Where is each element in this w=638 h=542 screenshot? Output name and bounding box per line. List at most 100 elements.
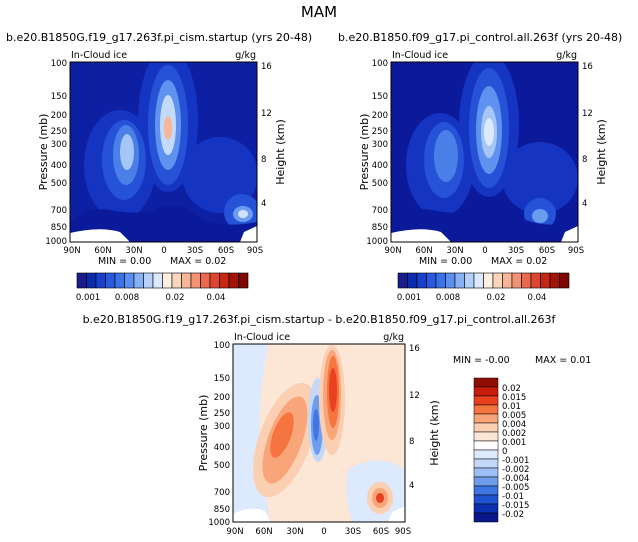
y-tick: 100 <box>214 341 230 351</box>
panel-left-min: MIN = 0.00 <box>98 256 151 267</box>
y-tick: 400 <box>51 161 67 171</box>
y-tick: 500 <box>214 461 230 471</box>
panel-left-field <box>70 62 257 242</box>
colorbar-swatch <box>190 272 201 289</box>
panel-left-variable: In-Cloud ice <box>71 50 127 61</box>
y-tick: 500 <box>372 179 388 189</box>
panel-right-field <box>391 62 578 242</box>
y-tick: 700 <box>214 488 230 498</box>
colorbar-label: -0.002 <box>502 465 529 475</box>
x-tick: 30S <box>345 527 361 537</box>
panel-right-min: MIN = 0.00 <box>419 256 472 267</box>
y-tick: 1000 <box>208 518 230 528</box>
panel-left-colorbar <box>76 272 249 289</box>
height-tick: 16 <box>582 62 593 72</box>
colorbar-swatch <box>473 485 499 496</box>
panel-right: b.e20.B1850.f09_g17.pi_control.all.263f … <box>338 31 622 303</box>
panel-right-colorbar <box>397 272 570 289</box>
colorbar-label: 0.02 <box>487 293 506 303</box>
panel-diff-min: MIN = -0.00 <box>453 355 510 366</box>
height-tick: 16 <box>409 344 420 354</box>
colorbar-swatch <box>95 272 106 289</box>
colorbar-label: -0.005 <box>502 483 529 493</box>
panel-right-frame <box>390 61 579 243</box>
y-tick: 200 <box>51 111 67 121</box>
y-tick: 300 <box>372 140 388 150</box>
colorbar-swatch <box>473 512 499 523</box>
height-tick: 8 <box>261 155 266 165</box>
height-tick: 16 <box>261 62 272 72</box>
x-tick: 90S <box>247 246 263 256</box>
panel-right-height-ticks: 16 12 8 4 <box>582 62 593 209</box>
x-tick: 30S <box>508 246 524 256</box>
x-tick: 90N <box>63 246 80 256</box>
colorbar-swatch <box>473 386 499 397</box>
x-tick: 30N <box>286 527 303 537</box>
panel-right-x-ticks: 90N 60N 30N 0 30S 60S 90S <box>384 246 584 256</box>
x-tick: 0 <box>161 246 166 256</box>
colorbar-swatch <box>559 272 570 289</box>
colorbar-label: 0.004 <box>502 420 526 430</box>
colorbar-swatch <box>473 494 499 505</box>
colorbar-label: 0.015 <box>502 393 526 403</box>
x-tick: 30N <box>125 246 142 256</box>
panel-left-title: b.e20.B1850G.f19_g17.263f.pi_cism.startu… <box>6 31 312 44</box>
colorbar-swatch <box>86 272 97 289</box>
y-tick: 1000 <box>45 237 67 247</box>
panel-diff-frame <box>232 343 406 523</box>
colorbar-label: 0.001 <box>397 293 421 303</box>
colorbar-swatch <box>238 272 249 289</box>
colorbar-swatch <box>219 272 230 289</box>
panel-left-height-ticks: 16 12 8 4 <box>261 62 272 209</box>
colorbar-swatch <box>502 272 513 289</box>
panel-diff-max: MAX = 0.01 <box>535 355 591 366</box>
y-tick: 150 <box>214 374 230 384</box>
panel-right-max: MAX = 0.02 <box>491 256 547 267</box>
colorbar-swatch <box>105 272 116 289</box>
colorbar-swatch <box>473 449 499 460</box>
y-tick: 100 <box>51 59 67 69</box>
y-tick: 300 <box>214 422 230 432</box>
y-tick: 700 <box>51 206 67 216</box>
colorbar-swatch <box>492 272 503 289</box>
colorbar-label: 0.005 <box>502 411 526 421</box>
height-tick: 4 <box>582 199 587 209</box>
y-tick: 250 <box>51 127 67 137</box>
y-tick: 200 <box>372 111 388 121</box>
height-tick: 12 <box>409 391 420 401</box>
colorbar-swatch <box>209 272 220 289</box>
x-tick: 0 <box>321 527 326 537</box>
colorbar-swatch <box>407 272 418 289</box>
y-tick: 100 <box>372 59 388 69</box>
x-tick: 90S <box>568 246 584 256</box>
colorbar-swatch <box>143 272 154 289</box>
colorbar-swatch <box>473 503 499 514</box>
colorbar-label: 0.001 <box>502 438 526 448</box>
x-tick: 60S <box>539 246 555 256</box>
panel-diff-units: g/kg <box>383 332 404 343</box>
y-tick: 850 <box>51 223 67 233</box>
figure-title: MAM <box>301 3 337 21</box>
colorbar-label: -0.015 <box>502 501 529 511</box>
y-tick: 150 <box>372 92 388 102</box>
panel-right-ylabel: Pressure (mb) <box>358 114 371 191</box>
colorbar-swatch <box>473 467 499 478</box>
x-tick: 30N <box>446 246 463 256</box>
panel-left-colorbar-labels: 0.001 0.008 0.02 0.04 <box>76 293 226 303</box>
panel-diff-x-ticks: 90N 60N 30N 0 30S 60S 90S <box>226 527 411 537</box>
panel-left-max: MAX = 0.02 <box>170 256 226 267</box>
height-tick: 4 <box>409 481 414 491</box>
colorbar-swatch <box>124 272 135 289</box>
y-tick: 1000 <box>366 237 388 247</box>
panel-diff-colorbar <box>473 377 499 523</box>
colorbar-swatch <box>228 272 239 289</box>
x-tick: 90S <box>395 527 411 537</box>
colorbar-swatch <box>473 377 499 388</box>
colorbar-swatch <box>133 272 144 289</box>
panel-diff-y-ticks: 100 150 200 250 300 400 500 700 850 1000 <box>208 341 230 528</box>
panel-left-units: g/kg <box>235 50 256 61</box>
x-tick: 0 <box>482 246 487 256</box>
panel-right-colorbar-labels: 0.001 0.008 0.02 0.04 <box>397 293 547 303</box>
colorbar-label: 0.02 <box>502 384 521 394</box>
